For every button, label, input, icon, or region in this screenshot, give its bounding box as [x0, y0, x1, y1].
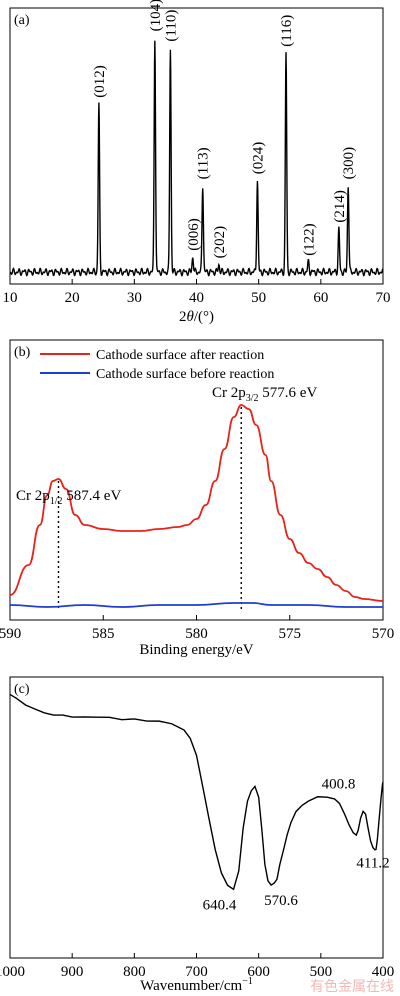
panel-b-series-before-line: [9, 602, 383, 608]
panel-b-x-ticks: 590 585 580 575 570: [0, 615, 394, 642]
panel-c-x-axis-label-sup: −1: [242, 976, 253, 987]
panel-a-peak-label-10: (300): [341, 147, 357, 180]
panel-b-series-after-line: [9, 404, 384, 602]
panel-b-tick-label-0: 590: [0, 626, 21, 642]
panel-b-tick-label-4: 570: [372, 626, 395, 642]
panel-a-peak-label-3: (006): [186, 218, 202, 251]
panel-c-tick-label-6: 400: [372, 964, 395, 980]
panel-a-x-ticks: 10 20 30 40 50 60 70: [3, 279, 391, 306]
panel-b-frame: [9, 339, 384, 621]
panel-b-xps: (b) Cathode surface after reaction Catho…: [0, 339, 394, 658]
panel-b-tick-label-1: 585: [92, 626, 115, 642]
annotation-2p12-sub: 1/2: [50, 496, 63, 507]
panel-a-x-axis-label-theta: θ: [186, 309, 194, 325]
panel-a-tick-label-0: 10: [3, 290, 18, 306]
panel-c-tick-label-3: 700: [185, 964, 208, 980]
panel-c-ftir: (c) 640.4 570.6 400.8 411.2 1000 900 800 700 60…: [0, 676, 394, 994]
legend-label-before: Cathode surface before reaction: [96, 367, 274, 382]
panel-c-x-axis-label: Wavenumber/cm−1: [140, 976, 253, 994]
panel-a-line: [9, 40, 384, 277]
panel-c-tick-label-0: 1000: [0, 964, 25, 980]
panel-c-line: [9, 693, 384, 891]
panel-a-peak-label-7: (116): [279, 15, 295, 47]
panel-a-tick-label-3: 40: [189, 290, 204, 306]
panel-a-peak-label-8: (122): [301, 223, 317, 256]
panel-a-x-axis-label: 2θ/(°): [179, 309, 214, 325]
panel-a-label: (a): [14, 13, 30, 28]
panel-b-peak-markers: [57, 407, 242, 610]
panel-b-annotation-2p12: Cr 2p1/2 587.4 eV: [16, 488, 121, 507]
panel-a-peak-label-6: (024): [250, 142, 266, 175]
panel-c-tick-label-1: 900: [61, 964, 84, 980]
panel-b-label: (b): [14, 345, 31, 360]
annotation-2p32-value: 577.6 eV: [259, 385, 318, 401]
panel-c-tick-label-4: 600: [247, 964, 270, 980]
panel-c-annotation-1: 570.6: [264, 893, 298, 909]
panel-c-frame: [9, 676, 384, 959]
panel-c-annotation-0: 640.4: [203, 897, 237, 913]
panel-b-tick-label-2: 580: [185, 626, 208, 642]
panel-a-peak-label-5: (202): [212, 226, 228, 259]
panel-a-tick-label-5: 60: [313, 290, 328, 306]
legend-label-after: Cathode surface after reaction: [96, 348, 264, 363]
panel-a-xrd: (a) 10 20 30 40 50 60 70 (012)(104) (110)(006)(…: [3, 0, 391, 325]
annotation-2p32-sub: 3/2: [246, 393, 259, 404]
panel-a-tick-label-1: 20: [65, 290, 80, 306]
panel-a-peak-label-0: (012): [92, 65, 108, 98]
panel-a-tick-label-2: 30: [127, 290, 142, 306]
panel-b-legend: Cathode surface after reaction Cathode s…: [40, 348, 274, 382]
panel-b-tick-label-3: 575: [279, 626, 302, 642]
panel-c-annotation-3: 411.2: [356, 856, 389, 872]
panel-a-peak-labels: (012) (104) (110) (006) (113) (202) (024) (116)…: [92, 0, 357, 258]
panel-c-annotations: 640.4 570.6 400.8 411.2: [203, 776, 390, 913]
panel-a-peak-label-4: (113): [196, 147, 212, 179]
panel-a-x-axis-label-unit: /(°): [194, 309, 214, 325]
panel-c-label: (c): [14, 682, 30, 697]
panel-c-x-axis-label-text: Wavenumber/cm: [140, 978, 242, 994]
panel-b-annotation-2p32: Cr 2p3/2 577.6 eV: [212, 385, 317, 404]
annotation-2p12-main: Cr 2p: [16, 488, 50, 504]
annotation-2p12-value: 587.4 eV: [63, 488, 122, 504]
panel-a-tick-label-6: 70: [376, 290, 391, 306]
panel-a-tick-label-4: 50: [251, 290, 266, 306]
panel-a-peak-label-1: (104): [148, 0, 164, 31]
panel-c-tick-label-2: 800: [123, 964, 146, 980]
panel-a-peak-label-2: (110): [163, 10, 179, 42]
panel-a-x-axis-label-2: 2: [179, 309, 187, 325]
annotation-2p32-main: Cr 2p: [212, 385, 246, 401]
panel-c-x-ticks: 1000 900 800 700 600 500 400: [0, 953, 394, 980]
panel-a-peak-label-9: (214): [332, 190, 348, 223]
panel-c-tick-label-5: 500: [310, 964, 333, 980]
watermark-text: 有色金属在线: [310, 978, 394, 995]
panel-c-annotation-2: 400.8: [322, 776, 356, 792]
panel-b-x-axis-label: Binding energy/eV: [139, 642, 253, 658]
